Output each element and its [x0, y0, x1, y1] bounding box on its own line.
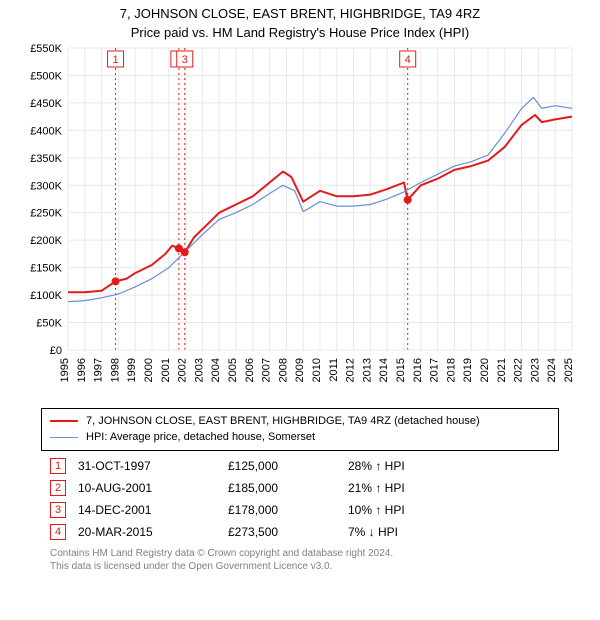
y-tick-label: £250K: [30, 208, 62, 220]
legend: 7, JOHNSON CLOSE, EAST BRENT, HIGHBRIDGE…: [41, 408, 559, 451]
sales-row: 3 14-DEC-2001£178,00010% ↑ HPI: [50, 499, 550, 521]
legend-row: 7, JOHNSON CLOSE, EAST BRENT, HIGHBRIDGE…: [50, 413, 550, 429]
x-tick-label: 1997: [93, 358, 105, 382]
x-tick-label: 2000: [143, 358, 155, 382]
x-tick-label: 2005: [227, 358, 239, 382]
sale-price: £273,500: [228, 525, 348, 539]
y-tick-label: £400K: [30, 125, 62, 137]
legend-swatch: [50, 437, 78, 438]
chart-title: 7, JOHNSON CLOSE, EAST BRENT, HIGHBRIDGE…: [0, 6, 600, 21]
x-tick-label: 2018: [445, 358, 457, 382]
sale-point: [404, 196, 412, 204]
chart-subtitle: Price paid vs. HM Land Registry's House …: [0, 25, 600, 40]
x-tick-label: 2011: [328, 358, 340, 382]
sales-row: 2 10-AUG-2001£185,00021% ↑ HPI: [50, 477, 550, 499]
x-tick-label: 2025: [563, 358, 575, 382]
footer: Contains HM Land Registry data © Crown c…: [50, 547, 550, 573]
y-tick-label: £550K: [30, 43, 62, 55]
x-tick-label: 2023: [529, 358, 541, 382]
x-tick-label: 2024: [546, 358, 558, 382]
sale-price: £178,000: [228, 503, 348, 517]
x-tick-label: 2022: [513, 358, 525, 382]
x-tick-label: 1999: [126, 358, 138, 382]
x-tick-label: 2010: [311, 358, 323, 382]
sale-marker-number: 4: [405, 54, 411, 66]
x-tick-label: 1998: [109, 358, 121, 382]
sales-table: 1 31-OCT-1997£125,00028% ↑ HPI 2 10-AUG-200…: [50, 455, 550, 543]
x-tick-label: 2019: [462, 358, 474, 382]
x-tick-label: 2004: [210, 358, 222, 382]
footer-line-2: This data is licensed under the Open Gov…: [50, 560, 550, 573]
footer-line-1: Contains HM Land Registry data © Crown c…: [50, 547, 550, 560]
sale-row-marker: 1: [50, 458, 66, 474]
legend-label: 7, JOHNSON CLOSE, EAST BRENT, HIGHBRIDGE…: [86, 415, 480, 427]
y-tick-label: £350K: [30, 153, 62, 165]
sale-marker-number: 1: [112, 54, 118, 66]
y-tick-label: £100K: [30, 290, 62, 302]
chart-svg: £0 £50K £100K £150K £200K £250K £300K £350K £400…: [20, 42, 580, 402]
x-tick-label: 2016: [412, 358, 424, 382]
sale-date: 31-OCT-1997: [78, 459, 228, 473]
sale-price: £185,000: [228, 481, 348, 495]
legend-row: HPI: Average price, detached house, Some…: [50, 429, 550, 445]
sale-point: [112, 277, 120, 285]
x-tick-label: 2021: [496, 358, 508, 382]
sale-row-marker: 4: [50, 524, 66, 540]
sale-delta: 7% ↓ HPI: [348, 525, 458, 539]
y-tick-label: £200K: [30, 235, 62, 247]
x-tick-label: 2020: [479, 358, 491, 382]
legend-swatch: [50, 420, 78, 422]
x-tick-label: 2001: [160, 358, 172, 382]
sale-point: [181, 248, 189, 256]
sales-row: 4 20-MAR-2015£273,5007% ↓ HPI: [50, 521, 550, 543]
x-tick-label: 2017: [429, 358, 441, 382]
y-tick-label: £50K: [36, 318, 62, 330]
x-tick-label: 2014: [378, 358, 390, 382]
x-tick-label: 2012: [345, 358, 357, 382]
sale-date: 10-AUG-2001: [78, 481, 228, 495]
x-tick-label: 2015: [395, 358, 407, 382]
sales-row: 1 31-OCT-1997£125,00028% ↑ HPI: [50, 455, 550, 477]
sale-date: 20-MAR-2015: [78, 525, 228, 539]
y-tick-label: £450K: [30, 98, 62, 110]
y-tick-label: £150K: [30, 263, 62, 275]
sale-date: 14-DEC-2001: [78, 503, 228, 517]
x-tick-label: 2013: [361, 358, 373, 382]
sale-row-marker: 3: [50, 502, 66, 518]
sale-marker-number: 3: [182, 54, 188, 66]
legend-label: HPI: Average price, detached house, Some…: [86, 431, 315, 443]
x-tick-label: 1995: [59, 358, 71, 382]
y-tick-label: £500K: [30, 70, 62, 82]
sale-delta: 28% ↑ HPI: [348, 459, 458, 473]
sale-delta: 21% ↑ HPI: [348, 481, 458, 495]
x-tick-label: 1996: [76, 358, 88, 382]
sale-price: £125,000: [228, 459, 348, 473]
chart-plot: £0 £50K £100K £150K £200K £250K £300K £350K £400…: [20, 42, 580, 402]
y-tick-label: £300K: [30, 180, 62, 192]
x-tick-label: 2002: [177, 358, 189, 382]
x-tick-label: 2008: [277, 358, 289, 382]
x-tick-label: 2007: [261, 358, 273, 382]
x-tick-label: 2006: [244, 358, 256, 382]
y-tick-label: £0: [50, 345, 62, 357]
sale-row-marker: 2: [50, 480, 66, 496]
x-tick-label: 2009: [294, 358, 306, 382]
x-tick-label: 2003: [193, 358, 205, 382]
sale-delta: 10% ↑ HPI: [348, 503, 458, 517]
